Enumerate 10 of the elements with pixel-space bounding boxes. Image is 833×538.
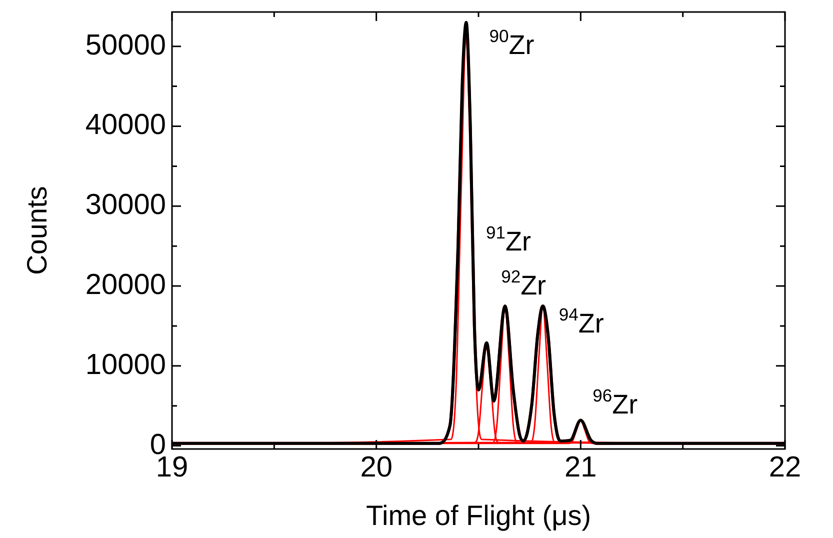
- x-axis-title: Time of Flight (μs): [366, 500, 592, 531]
- y-tick-label: 40000: [85, 109, 166, 142]
- y-tick-label: 10000: [85, 348, 166, 381]
- x-tick-label: 21: [564, 451, 597, 484]
- y-axis-title: Counts: [22, 186, 53, 275]
- y-tick-label: 30000: [85, 189, 166, 222]
- x-tick-label: 22: [768, 451, 802, 484]
- y-tick-label: 50000: [85, 29, 166, 62]
- x-tick-label: 20: [360, 451, 392, 484]
- y-tick-label: 20000: [85, 269, 166, 302]
